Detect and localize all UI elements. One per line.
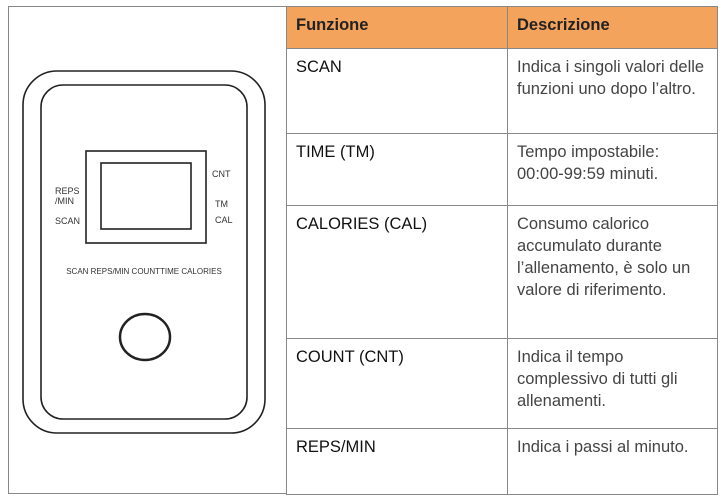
screen [100, 162, 192, 230]
function-table: Funzione Descrizione SCAN Indica i singol… [286, 6, 718, 495]
function: SCAN [286, 48, 508, 134]
description: Tempo impostabile: 00:00-99:59 minuti. [507, 133, 718, 206]
function: CALORIES (CAL) [286, 205, 508, 339]
label: TM [215, 199, 228, 209]
label: REPS [55, 186, 80, 196]
row: SCAN Indica i singoli valori delle funzio… [286, 48, 718, 134]
function: REPS/MIN [286, 428, 508, 495]
label: CAL [215, 215, 233, 225]
header-cell: Descrizione [507, 6, 718, 49]
description: Indica i singoli valori delle funzioni u… [507, 48, 718, 134]
illustration-panel: REPS /MIN SCAN CNT TM CAL SCAN REPS/MIN … [8, 6, 286, 494]
function: COUNT (CNT) [286, 338, 508, 429]
row: TIME (TM) Tempo impostabile: 00:00-99:59 … [286, 133, 718, 206]
row: REPS/MIN Indica i passi al minuto. [286, 428, 718, 495]
header-row: Funzione Descrizione [286, 6, 718, 49]
label: SCAN [55, 216, 80, 226]
description: Consumo calorico accumulato durante l’al… [507, 205, 718, 339]
label: SCAN REPS/MIN COUNTTIME CALORIES [66, 267, 222, 276]
label: CNT [212, 169, 231, 179]
description: Indica i passi al minuto. [507, 428, 718, 495]
function: TIME (TM) [286, 133, 508, 206]
screen-frame [85, 150, 207, 244]
description: Indica il tempo complessivo di tutti gli… [507, 338, 718, 429]
row: COUNT (CNT) Indica il tempo complessivo d… [286, 338, 718, 429]
device-outline [22, 70, 266, 434]
label: /MIN [55, 196, 74, 206]
header-cell: Funzione [286, 6, 508, 49]
device-face [40, 84, 248, 420]
button [118, 312, 172, 362]
row: CALORIES (CAL) Consumo calorico accumulat… [286, 205, 718, 339]
device-drawing: REPS /MIN SCAN CNT TM CAL SCAN REPS/MIN … [22, 70, 266, 434]
